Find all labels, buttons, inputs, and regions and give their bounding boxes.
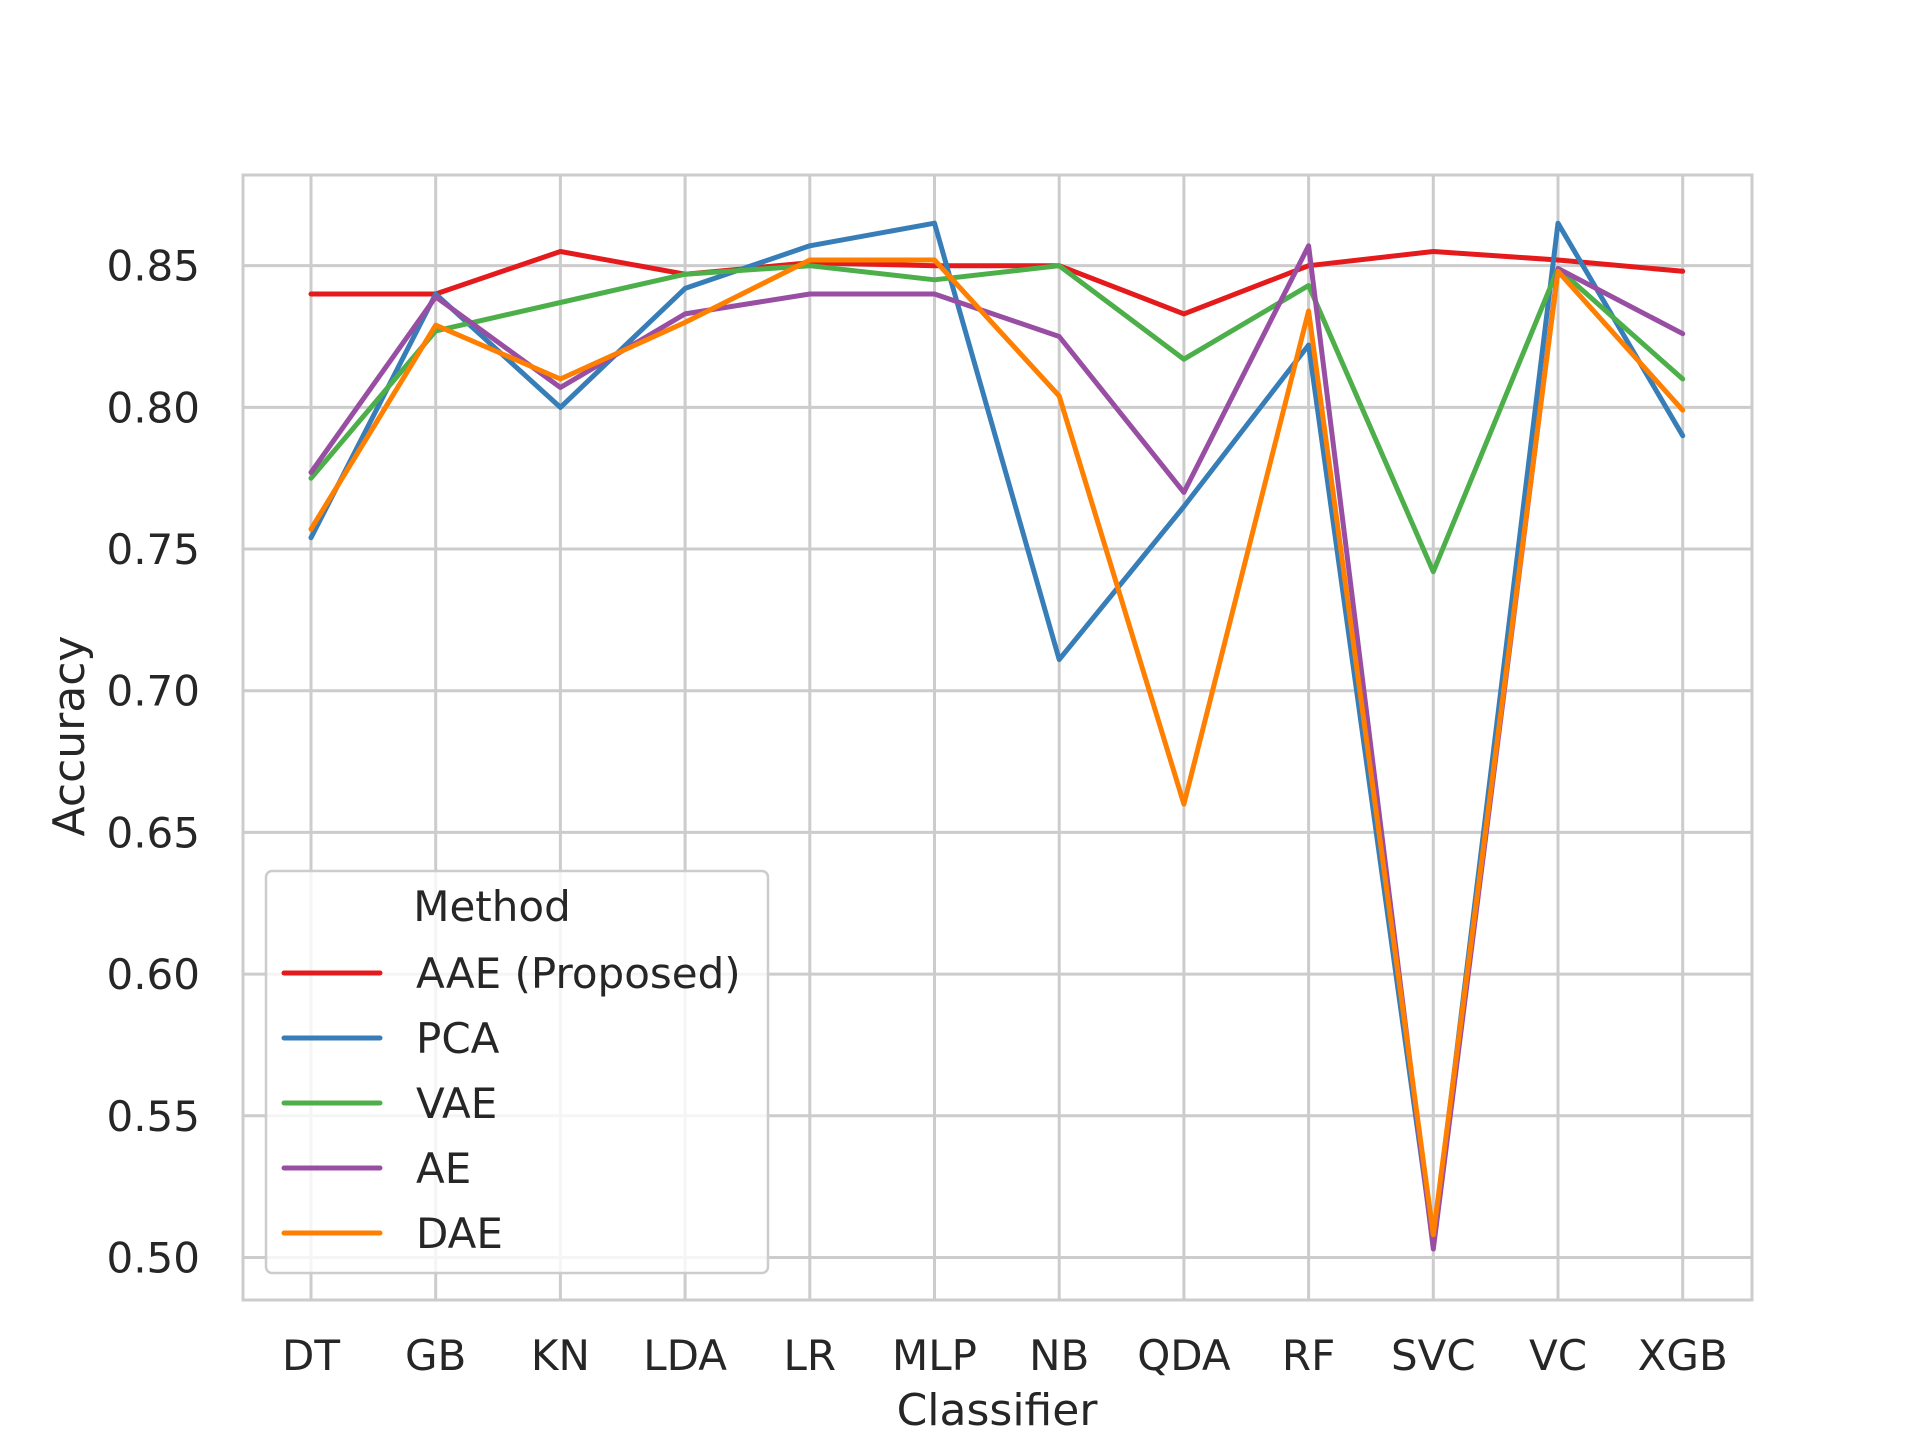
y-tick-label: 0.70 <box>106 667 200 716</box>
legend-title: Method <box>413 882 571 931</box>
x-tick-label: VC <box>1529 1331 1587 1380</box>
x-tick-label: MLP <box>892 1331 977 1380</box>
y-tick-label: 0.50 <box>106 1233 200 1282</box>
x-tick-label: NB <box>1029 1331 1089 1380</box>
series-line <box>308 257 1686 1238</box>
y-tick-labels: 0.50 0.55 0.60 0.65 0.70 0.75 0.80 0.85 <box>106 242 200 1283</box>
y-tick-label: 0.85 <box>106 242 200 291</box>
legend-entries: AAE (Proposed) PCA VAE AE DAE <box>281 949 741 1258</box>
y-tick-label: 0.65 <box>106 808 200 857</box>
y-axis-label: Accuracy <box>44 636 95 837</box>
legend-box <box>264 869 770 1275</box>
series-line <box>308 263 1686 575</box>
legend-label: DAE <box>416 1209 503 1258</box>
legend-label: VAE <box>416 1079 497 1128</box>
x-tick-label: GB <box>405 1331 466 1380</box>
x-tick-label: DT <box>282 1331 340 1380</box>
legend-label: AE <box>416 1144 471 1193</box>
plot-frame <box>241 173 1754 1302</box>
legend-label: PCA <box>416 1014 500 1063</box>
legend: Method AAE (Proposed) PCA VAE AE DAE <box>264 869 770 1275</box>
x-tick-label: LDA <box>643 1331 727 1380</box>
x-tick-label: KN <box>531 1331 590 1380</box>
y-tick-label: 0.55 <box>106 1092 200 1141</box>
legend-label: AAE (Proposed) <box>416 949 741 998</box>
y-tick-label: 0.60 <box>106 950 200 999</box>
x-tick-label: LR <box>784 1331 837 1380</box>
x-tick-labels: DT GB KN LDA LR MLP NB QDA RF SVC VC XGB <box>282 1331 1728 1380</box>
x-tick-label: XGB <box>1638 1331 1728 1380</box>
x-tick-label: SVC <box>1391 1331 1476 1380</box>
series-line <box>308 249 1686 317</box>
series-lines <box>308 220 1686 1252</box>
y-tick-label: 0.80 <box>106 383 200 432</box>
x-tick-label: QDA <box>1137 1331 1231 1380</box>
x-axis-label: Classifier <box>897 1385 1099 1436</box>
y-tick-label: 0.75 <box>106 525 200 574</box>
x-tick-label: RF <box>1282 1331 1335 1380</box>
